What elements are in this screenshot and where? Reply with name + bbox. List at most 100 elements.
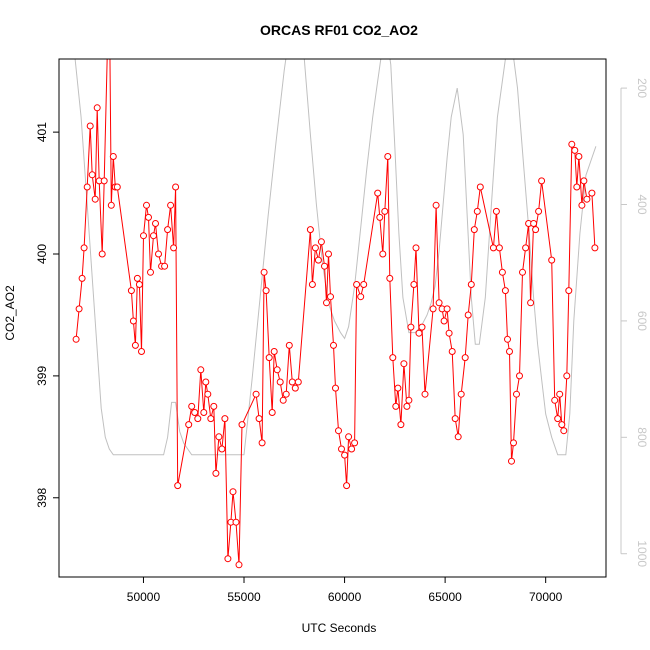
co2-data-point (109, 153, 117, 160)
co2-data-point (530, 220, 538, 227)
co2-data-point (138, 348, 145, 355)
co2-data-point (311, 244, 319, 252)
co2-data-point (185, 421, 193, 429)
co2-data-point (435, 299, 443, 307)
y-axis-label: CO2_AO2 (3, 285, 17, 341)
co2-data-point (212, 469, 220, 477)
co2-data-point (583, 195, 591, 203)
co2-data-point (174, 482, 182, 490)
co2-data-point (343, 482, 351, 490)
co2-data-point (135, 281, 143, 288)
co2-data-point (252, 390, 260, 398)
co2-data-point (308, 281, 316, 288)
co2-data-point (323, 299, 330, 307)
co2-data-point (215, 433, 223, 441)
co2-data-point (513, 390, 520, 398)
x-axis-label: UTC Seconds (302, 621, 377, 635)
co2-data-point (279, 396, 287, 404)
co2-data-point (80, 244, 88, 252)
y-tick-label: 400 (35, 244, 49, 264)
co2-data-point (341, 451, 349, 459)
co2-data-point (335, 427, 342, 435)
co2-data-point (473, 207, 481, 215)
co2-data-point (351, 439, 359, 447)
co2-data-point (571, 146, 579, 154)
co2-data-point (258, 439, 266, 447)
co2-data-point (152, 220, 159, 227)
co2-data-point (172, 183, 180, 191)
co2-data-point (454, 433, 462, 441)
co2-data-point (415, 329, 423, 337)
co2-data-point (360, 281, 368, 288)
co2-data-point (467, 281, 475, 288)
co2-data-point (91, 195, 99, 203)
co2-data-point (476, 183, 484, 191)
co2-data-point (392, 402, 400, 410)
co2-data-point (548, 256, 556, 264)
co2-data-point (330, 341, 337, 349)
right-tick-label: 800 (635, 427, 649, 447)
co2-data-point (270, 348, 278, 355)
co2-data-point (558, 421, 566, 429)
x-tick-label: 55000 (227, 590, 261, 604)
co2-data-point (535, 207, 543, 215)
co2-data-point (551, 396, 559, 404)
co2-data-point (580, 177, 588, 185)
co2-data-point (538, 177, 546, 185)
co2-data-point (457, 390, 465, 398)
co2-data-point (200, 409, 208, 416)
co2-data-point (353, 281, 361, 288)
co2-data-point (282, 390, 290, 398)
co2-data-point (191, 409, 199, 416)
co2-data-point (88, 171, 96, 179)
co2-data-point (519, 268, 526, 276)
co2-data-point (374, 189, 382, 197)
co2-data-point (170, 244, 178, 252)
co2-data-point (578, 201, 586, 209)
co2-data-point (147, 268, 154, 276)
right-tick-label: 200 (635, 78, 649, 98)
co2-data-point (384, 153, 392, 160)
co2-data-point (527, 299, 535, 307)
co2-data-point (202, 378, 210, 386)
co2-data-point (140, 232, 147, 240)
co2-data-point (229, 488, 237, 496)
co2-data-point (129, 317, 137, 325)
co2-data-point (221, 415, 229, 423)
co2-data-point (448, 348, 456, 355)
co2-data-point (155, 250, 162, 258)
co2-data-point (464, 311, 472, 319)
co2-data-point (93, 104, 101, 112)
co2-data-point (332, 384, 339, 392)
co2-data-point (418, 323, 426, 331)
co2-data-point (429, 305, 437, 313)
x-axis: 50000 55000 60000 65000 70000 (127, 577, 563, 604)
co2-data-point (204, 390, 212, 398)
co2-data-point (440, 317, 448, 325)
co2-data-point (210, 402, 218, 410)
co2-data-point (260, 268, 268, 276)
y-tick-label: 401 (35, 122, 49, 142)
co2-data-point (224, 555, 232, 563)
co2-data-point (75, 305, 83, 313)
right-tick-label: 600 (635, 311, 649, 331)
co2-data-point (207, 415, 215, 423)
co2-data-point (325, 250, 332, 258)
co2-data-point (133, 274, 141, 282)
x-tick-label: 70000 (529, 590, 563, 604)
co2-data-point (489, 244, 497, 252)
co2-data-point (568, 140, 576, 148)
co2-data-point (532, 226, 540, 234)
altitude-series-line (74, 59, 597, 456)
co2-data-point (321, 262, 328, 270)
co2-data-point (276, 378, 284, 386)
co2-data-point (197, 366, 205, 374)
co2-data-point (451, 415, 459, 423)
co2-data-point (98, 250, 106, 258)
co2-data-point (167, 201, 175, 209)
co2-data-point (232, 518, 240, 526)
co2-data-point (381, 207, 389, 215)
co2-data-point (262, 287, 270, 295)
co2-data-point (345, 433, 353, 441)
y-tick-label: 399 (35, 366, 49, 386)
